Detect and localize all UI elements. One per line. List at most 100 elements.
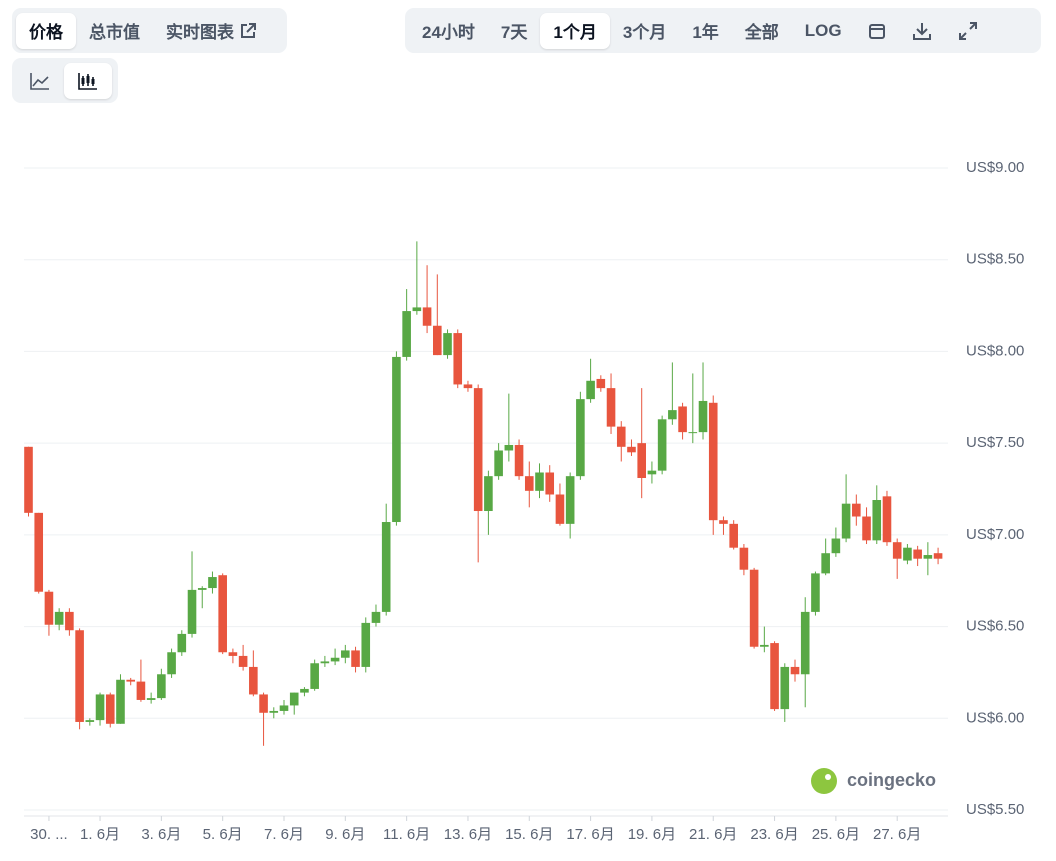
x-tick-label: 17. 6月: [566, 826, 614, 843]
candle-body: [800, 611, 810, 675]
x-tick-label: 13. 6月: [444, 826, 492, 843]
expand-icon: [958, 21, 977, 40]
candle-body: [831, 538, 841, 554]
x-tick-label: 21. 6月: [689, 826, 737, 843]
tab[interactable]: 价格: [16, 12, 76, 49]
download[interactable]: [899, 13, 945, 49]
range[interactable]: 7天: [500, 23, 528, 42]
candle-body: [903, 547, 912, 561]
tab[interactable]: 总市值: [89, 23, 140, 42]
candle-body: [729, 523, 738, 548]
y-tick-label: US$5.50: [966, 801, 1024, 818]
candle-body: [862, 516, 871, 541]
log[interactable]: LOG: [804, 20, 842, 40]
range[interactable]: 24小时: [422, 23, 475, 42]
candle-body: [596, 378, 606, 389]
candle-body: [208, 577, 217, 589]
external-icon: [241, 22, 256, 38]
tab[interactable]: 实时图表: [153, 13, 270, 49]
line-icon: [30, 72, 49, 90]
candle-body: [749, 569, 759, 647]
candle-body: [504, 444, 514, 451]
candle-body: [157, 674, 166, 699]
candle-body: [524, 476, 534, 491]
candle-body: [739, 547, 749, 570]
candle-body: [422, 307, 432, 326]
candle-body: [167, 652, 176, 675]
candle-body: [126, 679, 135, 682]
candle-body: [545, 472, 555, 495]
candle-body: [269, 710, 279, 713]
candle-body: [146, 698, 156, 700]
candle-body: [289, 692, 299, 706]
candle-type[interactable]: [64, 62, 112, 99]
chart-type-toggle: [12, 58, 118, 103]
candle-body: [719, 520, 728, 524]
candle-body: [187, 589, 197, 634]
range-toggle: 24小时 7天 1个月 3个月 1年 全部 LOG: [405, 8, 1041, 53]
x-tick-label: 15. 6月: [505, 826, 553, 843]
candle-body: [657, 419, 667, 471]
logo: [811, 768, 837, 794]
x-tick-label: 30. ...: [30, 826, 68, 843]
logo-eye: [825, 774, 831, 780]
candle-body: [933, 553, 943, 559]
x-tick-label: 19. 6月: [628, 826, 676, 843]
candle-body: [402, 311, 411, 357]
candle-body: [34, 512, 44, 592]
x-tick-label: 3. 6月: [141, 826, 181, 843]
candle-body: [616, 426, 626, 447]
candle-body: [790, 666, 800, 675]
candle-body: [24, 446, 33, 513]
candle-body: [586, 380, 595, 400]
candle-body: [54, 611, 64, 625]
candle-body: [85, 720, 95, 722]
y-tick-label: US$6.00: [966, 709, 1024, 726]
x-tick-label: 25. 6月: [812, 826, 860, 843]
candle-body: [320, 661, 330, 664]
candle-body: [892, 542, 902, 559]
candle-body: [249, 666, 258, 695]
candle-body: [678, 406, 687, 433]
y-tick-label: US$7.50: [966, 434, 1024, 451]
range[interactable]: 3个月: [622, 23, 667, 42]
x-tick-label: 1. 6月: [80, 826, 120, 843]
expand[interactable]: [945, 13, 991, 49]
range[interactable]: 1个月: [540, 12, 610, 49]
candle-body: [647, 470, 657, 475]
y-tick-label: US$8.50: [966, 251, 1024, 268]
candle-body: [872, 500, 882, 541]
y-tick-label: US$8.00: [966, 342, 1024, 359]
candle-body: [218, 575, 227, 653]
range[interactable]: 全部: [744, 23, 779, 42]
candle-body: [627, 446, 636, 453]
candle-body: [463, 384, 473, 389]
candle-body: [300, 688, 309, 693]
calendar[interactable]: [855, 13, 899, 49]
candle-body: [341, 650, 350, 658]
candle-body: [923, 555, 933, 559]
candle-body: [668, 410, 677, 420]
line-type[interactable]: [16, 63, 64, 99]
candle-icon: [78, 72, 97, 90]
candle-body: [371, 611, 381, 623]
y-tick-label: US$6.50: [966, 618, 1024, 635]
range[interactable]: 1年: [692, 23, 719, 42]
x-tick-label: 5. 6月: [203, 826, 243, 843]
candle-body: [760, 644, 769, 647]
candle-body: [841, 503, 851, 539]
view-toggle: 价格 总市值 实时图表: [12, 8, 287, 53]
x-tick-label: 7. 6月: [264, 826, 304, 843]
candle-body: [708, 402, 718, 521]
candle-body: [484, 476, 493, 512]
calendar-icon: [868, 23, 885, 39]
x-tick-label: 9. 6月: [325, 826, 365, 843]
candle-body: [116, 679, 125, 724]
watermark: coingecko: [847, 770, 936, 790]
candle-body: [688, 432, 698, 434]
tab-label: 实时图表: [166, 23, 234, 42]
candle-body: [494, 450, 503, 477]
candle-body: [565, 476, 575, 524]
candle-body: [65, 611, 74, 631]
